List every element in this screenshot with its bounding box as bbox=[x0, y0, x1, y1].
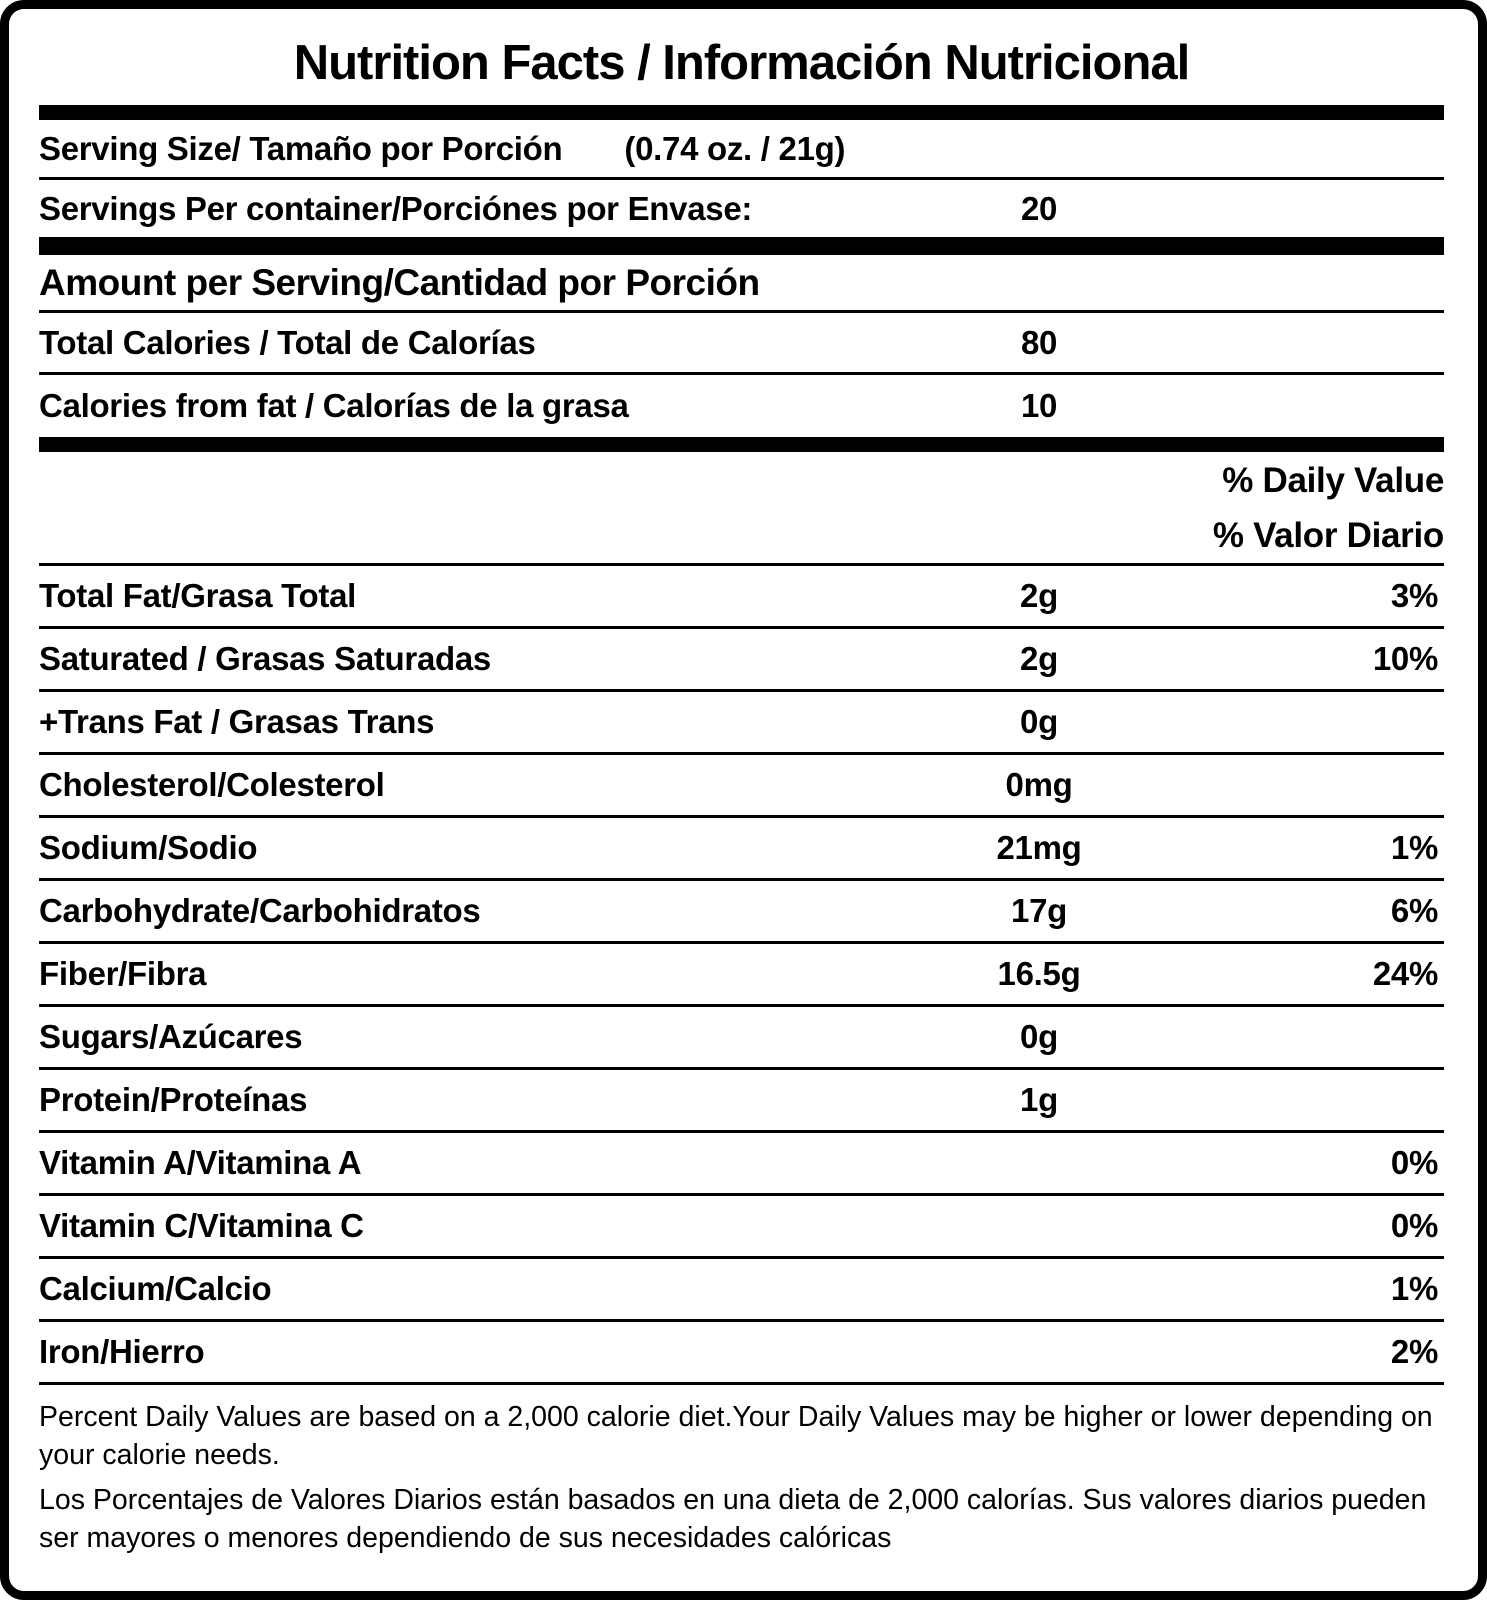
nutrient-daily-value: 1% bbox=[1390, 1270, 1438, 1307]
amount-per-serving-header: Amount per Serving/Cantidad por Porción bbox=[39, 255, 1444, 313]
nutrient-daily-value: 2% bbox=[1390, 1333, 1438, 1370]
nutrient-amount: 16.5g bbox=[997, 955, 1081, 992]
footnote-english: Percent Daily Values are based on a 2,00… bbox=[39, 1401, 1433, 1471]
nutrient-amount: 0g bbox=[1020, 1018, 1058, 1055]
nutrient-row-vitamin-c: Vitamin C/Vitamina C 0% bbox=[39, 1196, 1444, 1259]
total-calories-label: Total Calories / Total de Calorías bbox=[39, 323, 536, 361]
serving-size-label: Serving Size/ Tamaño por Porción bbox=[39, 129, 563, 167]
nutrient-label: Sugars/Azúcares bbox=[39, 1018, 303, 1055]
total-calories-value: 80 bbox=[1020, 323, 1058, 361]
daily-value-header-en-text: % Daily Value bbox=[1222, 460, 1444, 500]
nutrient-daily-value: 3% bbox=[1390, 577, 1438, 614]
daily-value-header-es-text: % Valor Diario bbox=[1212, 516, 1444, 555]
nutrient-row-vitamin-a: Vitamin A/Vitamina A 0% bbox=[39, 1133, 1444, 1196]
daily-value-header-en: % Daily Value bbox=[39, 452, 1444, 509]
daily-value-header-es: % Valor Diario bbox=[39, 509, 1444, 566]
calories-from-fat-label: Calories from fat / Calorías de la grasa bbox=[39, 387, 629, 424]
nutrient-row-fiber: Fiber/Fibra 16.5g 24% bbox=[39, 944, 1444, 1007]
footnote: Percent Daily Values are based on a 2,00… bbox=[39, 1385, 1444, 1565]
nutrient-label: Carbohydrate/Carbohidratos bbox=[39, 892, 481, 929]
footnote-spanish: Los Porcentajes de Valores Diarios están… bbox=[39, 1484, 1427, 1554]
nutrient-row-sugars: Sugars/Azúcares 0g bbox=[39, 1007, 1444, 1070]
nutrient-label: Vitamin C/Vitamina C bbox=[39, 1207, 364, 1244]
nutrient-daily-value: 10% bbox=[1372, 640, 1438, 677]
nutrient-row-trans-fat: +Trans Fat / Grasas Trans 0g bbox=[39, 692, 1444, 755]
amount-per-serving-label: Amount per Serving/Cantidad por Porción bbox=[39, 261, 760, 303]
nutrient-amount: 1g bbox=[1020, 1081, 1058, 1118]
nutrient-amount: 2g bbox=[1020, 577, 1058, 614]
nutrient-amount: 0g bbox=[1020, 703, 1058, 740]
nutrient-amount: 17g bbox=[1011, 892, 1067, 929]
nutrient-daily-value: 0% bbox=[1390, 1144, 1438, 1181]
nutrient-label: Sodium/Sodio bbox=[39, 829, 258, 866]
calories-from-fat-row: Calories from fat / Calorías de la grasa… bbox=[39, 375, 1444, 437]
nutrient-daily-value: 1% bbox=[1390, 829, 1438, 866]
nutrient-row-calcium: Calcium/Calcio 1% bbox=[39, 1259, 1444, 1322]
serving-size-value: (0.74 oz. / 21g) bbox=[624, 129, 846, 167]
divider-thick-top bbox=[39, 105, 1444, 120]
servings-per-container-value: 20 bbox=[1020, 189, 1058, 227]
serving-size-row: Serving Size/ Tamaño por Porción (0.74 o… bbox=[39, 120, 1444, 180]
nutrient-row-iron: Iron/Hierro 2% bbox=[39, 1322, 1444, 1385]
label-title: Nutrition Facts / Información Nutriciona… bbox=[293, 36, 1191, 90]
nutrient-label: Fiber/Fibra bbox=[39, 955, 207, 992]
nutrient-label: +Trans Fat / Grasas Trans bbox=[39, 703, 435, 740]
servings-per-container-label: Servings Per container/Porciónes por Env… bbox=[39, 189, 753, 227]
nutrient-row-cholesterol: Cholesterol/Colesterol 0mg bbox=[39, 755, 1444, 818]
nutrient-label: Vitamin A/Vitamina A bbox=[39, 1144, 362, 1181]
servings-per-container-row: Servings Per container/Porciónes por Env… bbox=[39, 180, 1444, 240]
nutrient-label: Saturated / Grasas Saturadas bbox=[39, 640, 491, 677]
nutrient-row-sodium: Sodium/Sodio 21mg 1% bbox=[39, 818, 1444, 881]
nutrient-label: Cholesterol/Colesterol bbox=[39, 766, 385, 803]
nutrient-label: Calcium/Calcio bbox=[39, 1270, 272, 1307]
total-calories-row: Total Calories / Total de Calorías 80 bbox=[39, 313, 1444, 375]
nutrient-row-saturated-fat: Saturated / Grasas Saturadas 2g 10% bbox=[39, 629, 1444, 692]
divider-thick-calories bbox=[39, 437, 1444, 452]
nutrient-amount: 21mg bbox=[996, 829, 1082, 866]
nutrient-row-total-fat: Total Fat/Grasa Total 2g 3% bbox=[39, 566, 1444, 629]
nutrient-label: Iron/Hierro bbox=[39, 1333, 205, 1370]
nutrient-daily-value: 0% bbox=[1390, 1207, 1438, 1244]
divider-thick-servings bbox=[39, 240, 1444, 255]
nutrient-label: Protein/Proteínas bbox=[39, 1081, 308, 1118]
nutrient-row-protein: Protein/Proteínas 1g bbox=[39, 1070, 1444, 1133]
nutrient-label: Total Fat/Grasa Total bbox=[39, 577, 357, 614]
nutrient-amount: 2g bbox=[1020, 640, 1058, 677]
nutrient-amount: 0mg bbox=[1005, 766, 1073, 803]
nutrient-row-carbohydrate: Carbohydrate/Carbohidratos 17g 6% bbox=[39, 881, 1444, 944]
nutrient-daily-value: 6% bbox=[1390, 892, 1438, 929]
nutrient-daily-value: 24% bbox=[1372, 955, 1438, 992]
calories-from-fat-value: 10 bbox=[1020, 387, 1058, 424]
